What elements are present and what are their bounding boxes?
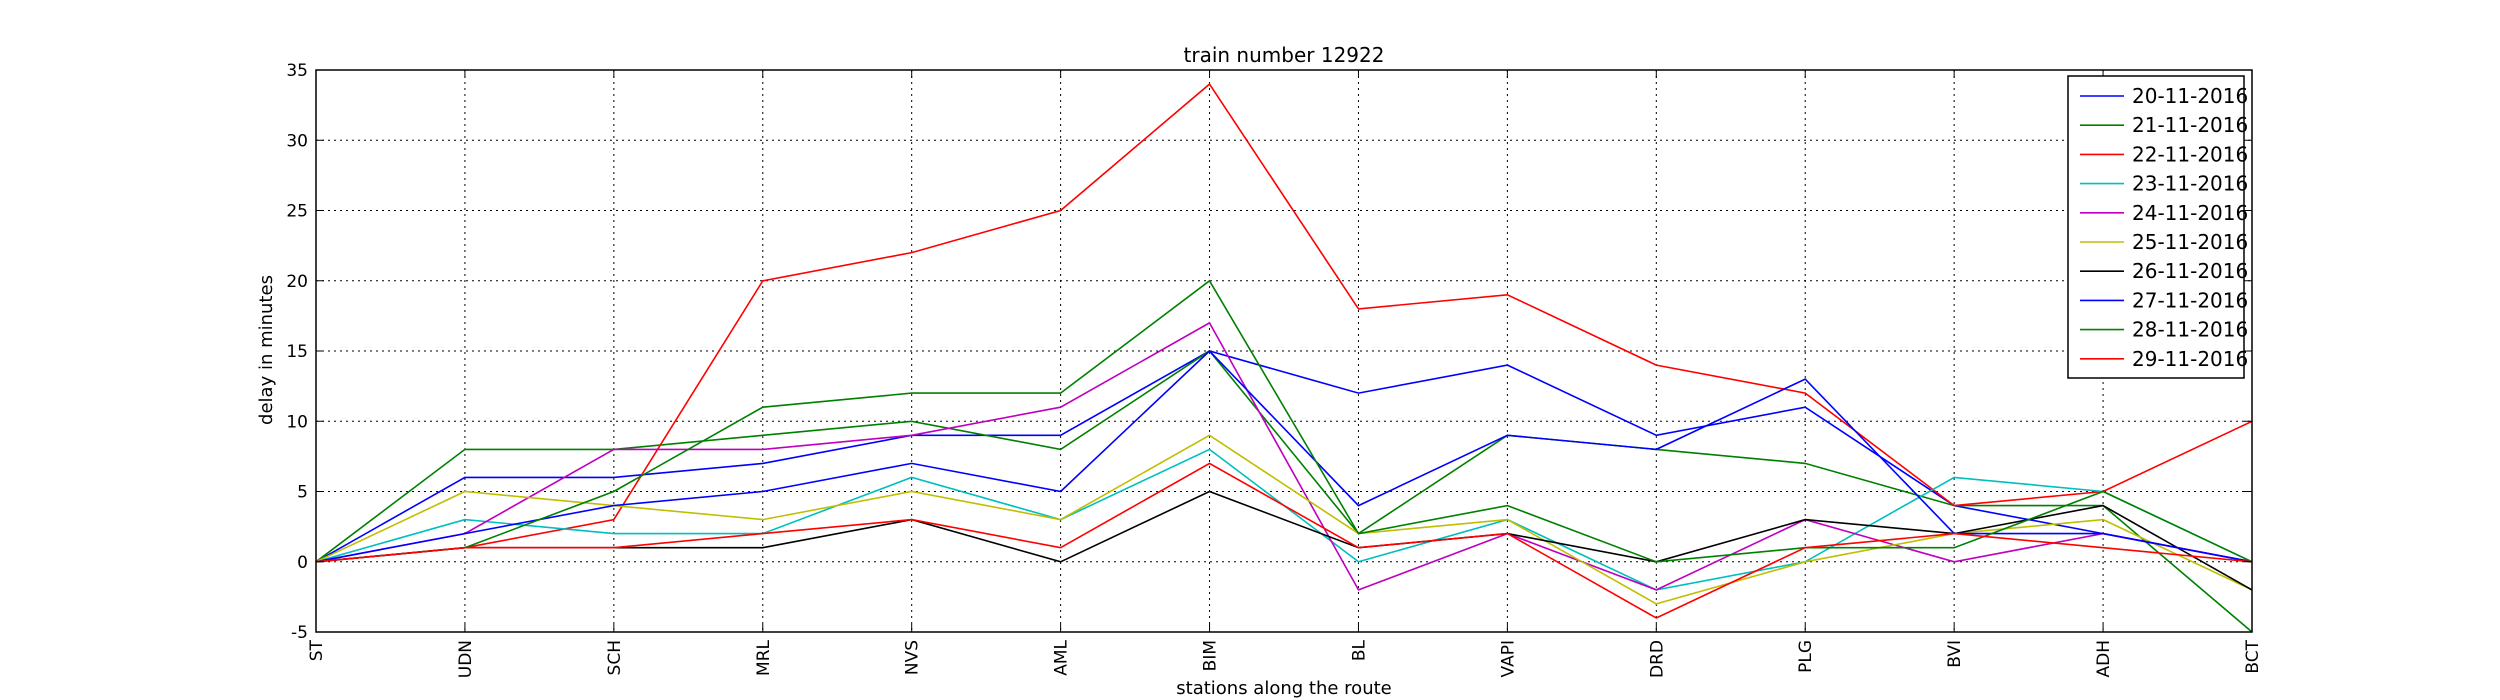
y-tick-label: 10 bbox=[286, 412, 308, 432]
legend-label: 21-11-2016 bbox=[2132, 113, 2248, 137]
x-tick-label: AML bbox=[1052, 639, 1072, 675]
grid bbox=[316, 70, 2252, 632]
x-tick-label: DRD bbox=[1647, 640, 1667, 678]
y-axis-label: delay in minutes bbox=[256, 275, 277, 425]
x-tick-label: ADH bbox=[2094, 640, 2114, 678]
legend-label: 20-11-2016 bbox=[2132, 84, 2248, 108]
legend-label: 22-11-2016 bbox=[2132, 142, 2248, 166]
legend-label: 28-11-2016 bbox=[2132, 318, 2248, 342]
legend-box bbox=[2067, 75, 2245, 379]
chart-title: train number 12922 bbox=[1184, 43, 1385, 67]
y-tick-label: -5 bbox=[291, 623, 308, 643]
y-tick-label: 20 bbox=[286, 272, 308, 292]
y-tick-label: 5 bbox=[297, 483, 308, 503]
series-line-20-11-2016 bbox=[315, 350, 2253, 563]
legend-label: 29-11-2016 bbox=[2132, 347, 2248, 371]
y-tick-label: 15 bbox=[286, 342, 308, 362]
x-tick-label: ST bbox=[307, 639, 327, 661]
x-tick-label: PLG bbox=[1796, 640, 1816, 673]
x-tick-label: BIM bbox=[1201, 640, 1221, 671]
x-tick-label: MRL bbox=[754, 639, 774, 675]
y-tick-label: 35 bbox=[286, 61, 308, 81]
y-tick-label: 25 bbox=[286, 202, 308, 222]
x-tick-label: BL bbox=[1349, 639, 1369, 661]
legend-label: 24-11-2016 bbox=[2132, 201, 2248, 225]
series-line-25-11-2016 bbox=[315, 434, 2253, 605]
series-line-28-11-2016 bbox=[315, 279, 2253, 563]
legend-label: 26-11-2016 bbox=[2132, 259, 2248, 283]
x-axis-label: stations along the route bbox=[1176, 678, 1391, 699]
series-line-26-11-2016 bbox=[315, 490, 2253, 591]
series-line-22-11-2016 bbox=[315, 82, 2253, 563]
x-tick-label: SCH bbox=[605, 640, 625, 675]
x-tick-label: BCT bbox=[2243, 639, 2263, 673]
series-line-27-11-2016 bbox=[315, 349, 2253, 563]
y-tick-label: 0 bbox=[297, 553, 308, 573]
legend-label: 25-11-2016 bbox=[2132, 230, 2248, 254]
series-lines bbox=[315, 82, 2253, 633]
legend-label: 27-11-2016 bbox=[2132, 288, 2248, 312]
axis-ticks: -5 0 5 10 15 20 25 30 35 ST UDN SCH MRL NVS AML BIM BL VA… bbox=[286, 61, 2263, 678]
x-tick-label: VAPI bbox=[1498, 640, 1518, 677]
x-tick-label: NVS bbox=[903, 640, 923, 675]
series-line-21-11-2016 bbox=[315, 349, 2253, 633]
series-line-29-11-2016 bbox=[315, 462, 2253, 619]
legend: 20-11-2016 21-11-2016 22-11-2016 23-11-2016… bbox=[2067, 75, 2248, 379]
x-tick-label: UDN bbox=[456, 640, 476, 678]
legend-label: 23-11-2016 bbox=[2132, 172, 2248, 196]
y-tick-label: 30 bbox=[286, 131, 308, 151]
x-tick-label: BVI bbox=[1945, 640, 1965, 668]
series-line-24-11-2016 bbox=[315, 321, 2253, 591]
